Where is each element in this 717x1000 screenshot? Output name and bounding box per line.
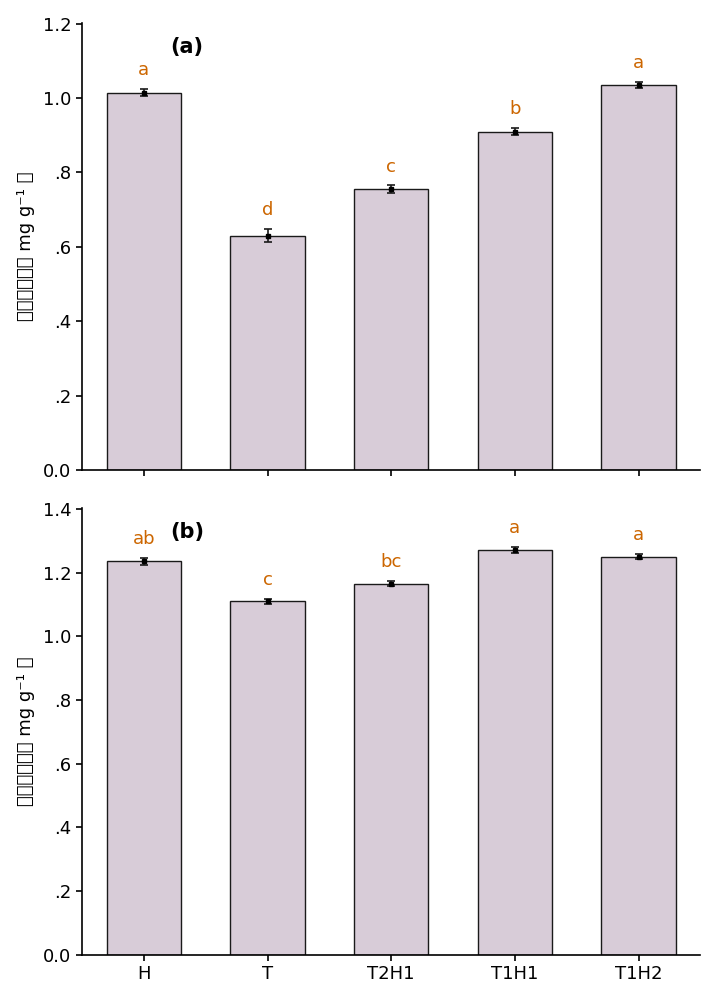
Bar bbox=[602, 557, 675, 955]
Text: a: a bbox=[633, 54, 644, 72]
Text: (b): (b) bbox=[170, 522, 204, 542]
Bar bbox=[107, 561, 181, 955]
Bar bbox=[230, 601, 305, 955]
Bar bbox=[602, 85, 675, 470]
Bar bbox=[354, 584, 428, 955]
Text: a: a bbox=[138, 61, 149, 79]
Text: b: b bbox=[509, 100, 521, 118]
Text: bc: bc bbox=[381, 553, 402, 571]
Y-axis label: 叶绻素含量（ mg g⁻¹ ）: 叶绻素含量（ mg g⁻¹ ） bbox=[16, 657, 34, 806]
Bar bbox=[478, 550, 552, 955]
Text: a: a bbox=[509, 519, 521, 537]
Y-axis label: 叶绻素含量（ mg g⁻¹ ）: 叶绻素含量（ mg g⁻¹ ） bbox=[16, 172, 34, 321]
Bar bbox=[230, 236, 305, 470]
Text: c: c bbox=[262, 571, 272, 589]
Text: (a): (a) bbox=[171, 37, 204, 57]
Bar bbox=[478, 132, 552, 470]
Bar bbox=[107, 93, 181, 470]
Text: c: c bbox=[386, 158, 396, 176]
Bar bbox=[354, 189, 428, 470]
Text: a: a bbox=[633, 526, 644, 544]
Text: d: d bbox=[262, 201, 273, 219]
Text: ab: ab bbox=[133, 530, 155, 548]
